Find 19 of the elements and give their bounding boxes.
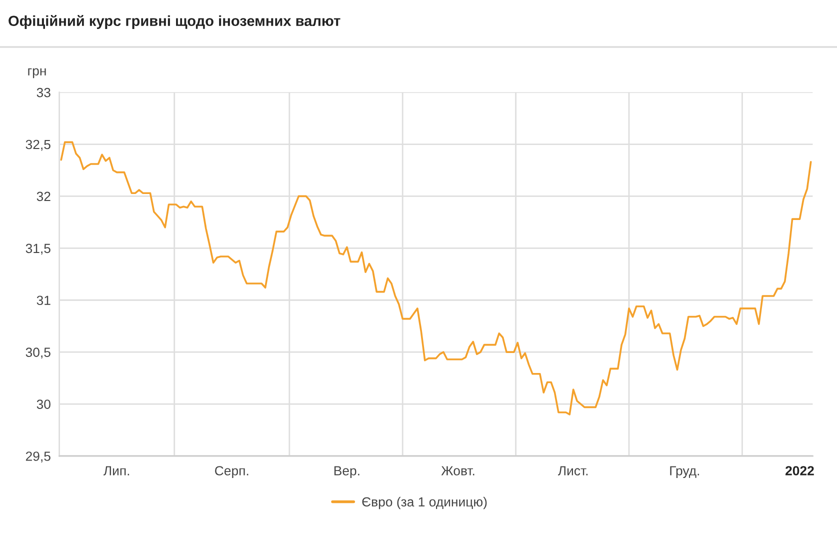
y-axis-title: грн — [28, 68, 46, 78]
y-tick-label: 31 — [36, 296, 50, 306]
x-tick-label: Груд. — [670, 466, 700, 478]
y-tick-label: 29,5 — [26, 452, 50, 462]
chart-title: Офіційний курс гривні щодо іноземних валют — [8, 15, 340, 29]
y-tick-label: 31,5 — [26, 244, 50, 255]
x-tick-label: 2022 — [785, 466, 814, 476]
y-tick-label: 30 — [36, 400, 50, 409]
y-tick-label: 32 — [36, 192, 50, 202]
line-series — [60, 141, 812, 416]
x-tick-label: Серп. — [215, 466, 248, 478]
y-tick-label: 33 — [36, 88, 50, 98]
y-tick-label: 32,5 — [26, 140, 50, 151]
y-tick-label: 30,5 — [26, 348, 50, 359]
x-tick-label: Лист. — [558, 466, 588, 476]
x-tick-label: Жовт. — [441, 466, 474, 476]
x-tick-label: Вер. — [334, 466, 360, 478]
legend-label: Євро (за 1 одиницю) — [362, 496, 487, 510]
x-tick-label: Лип. — [104, 466, 130, 476]
